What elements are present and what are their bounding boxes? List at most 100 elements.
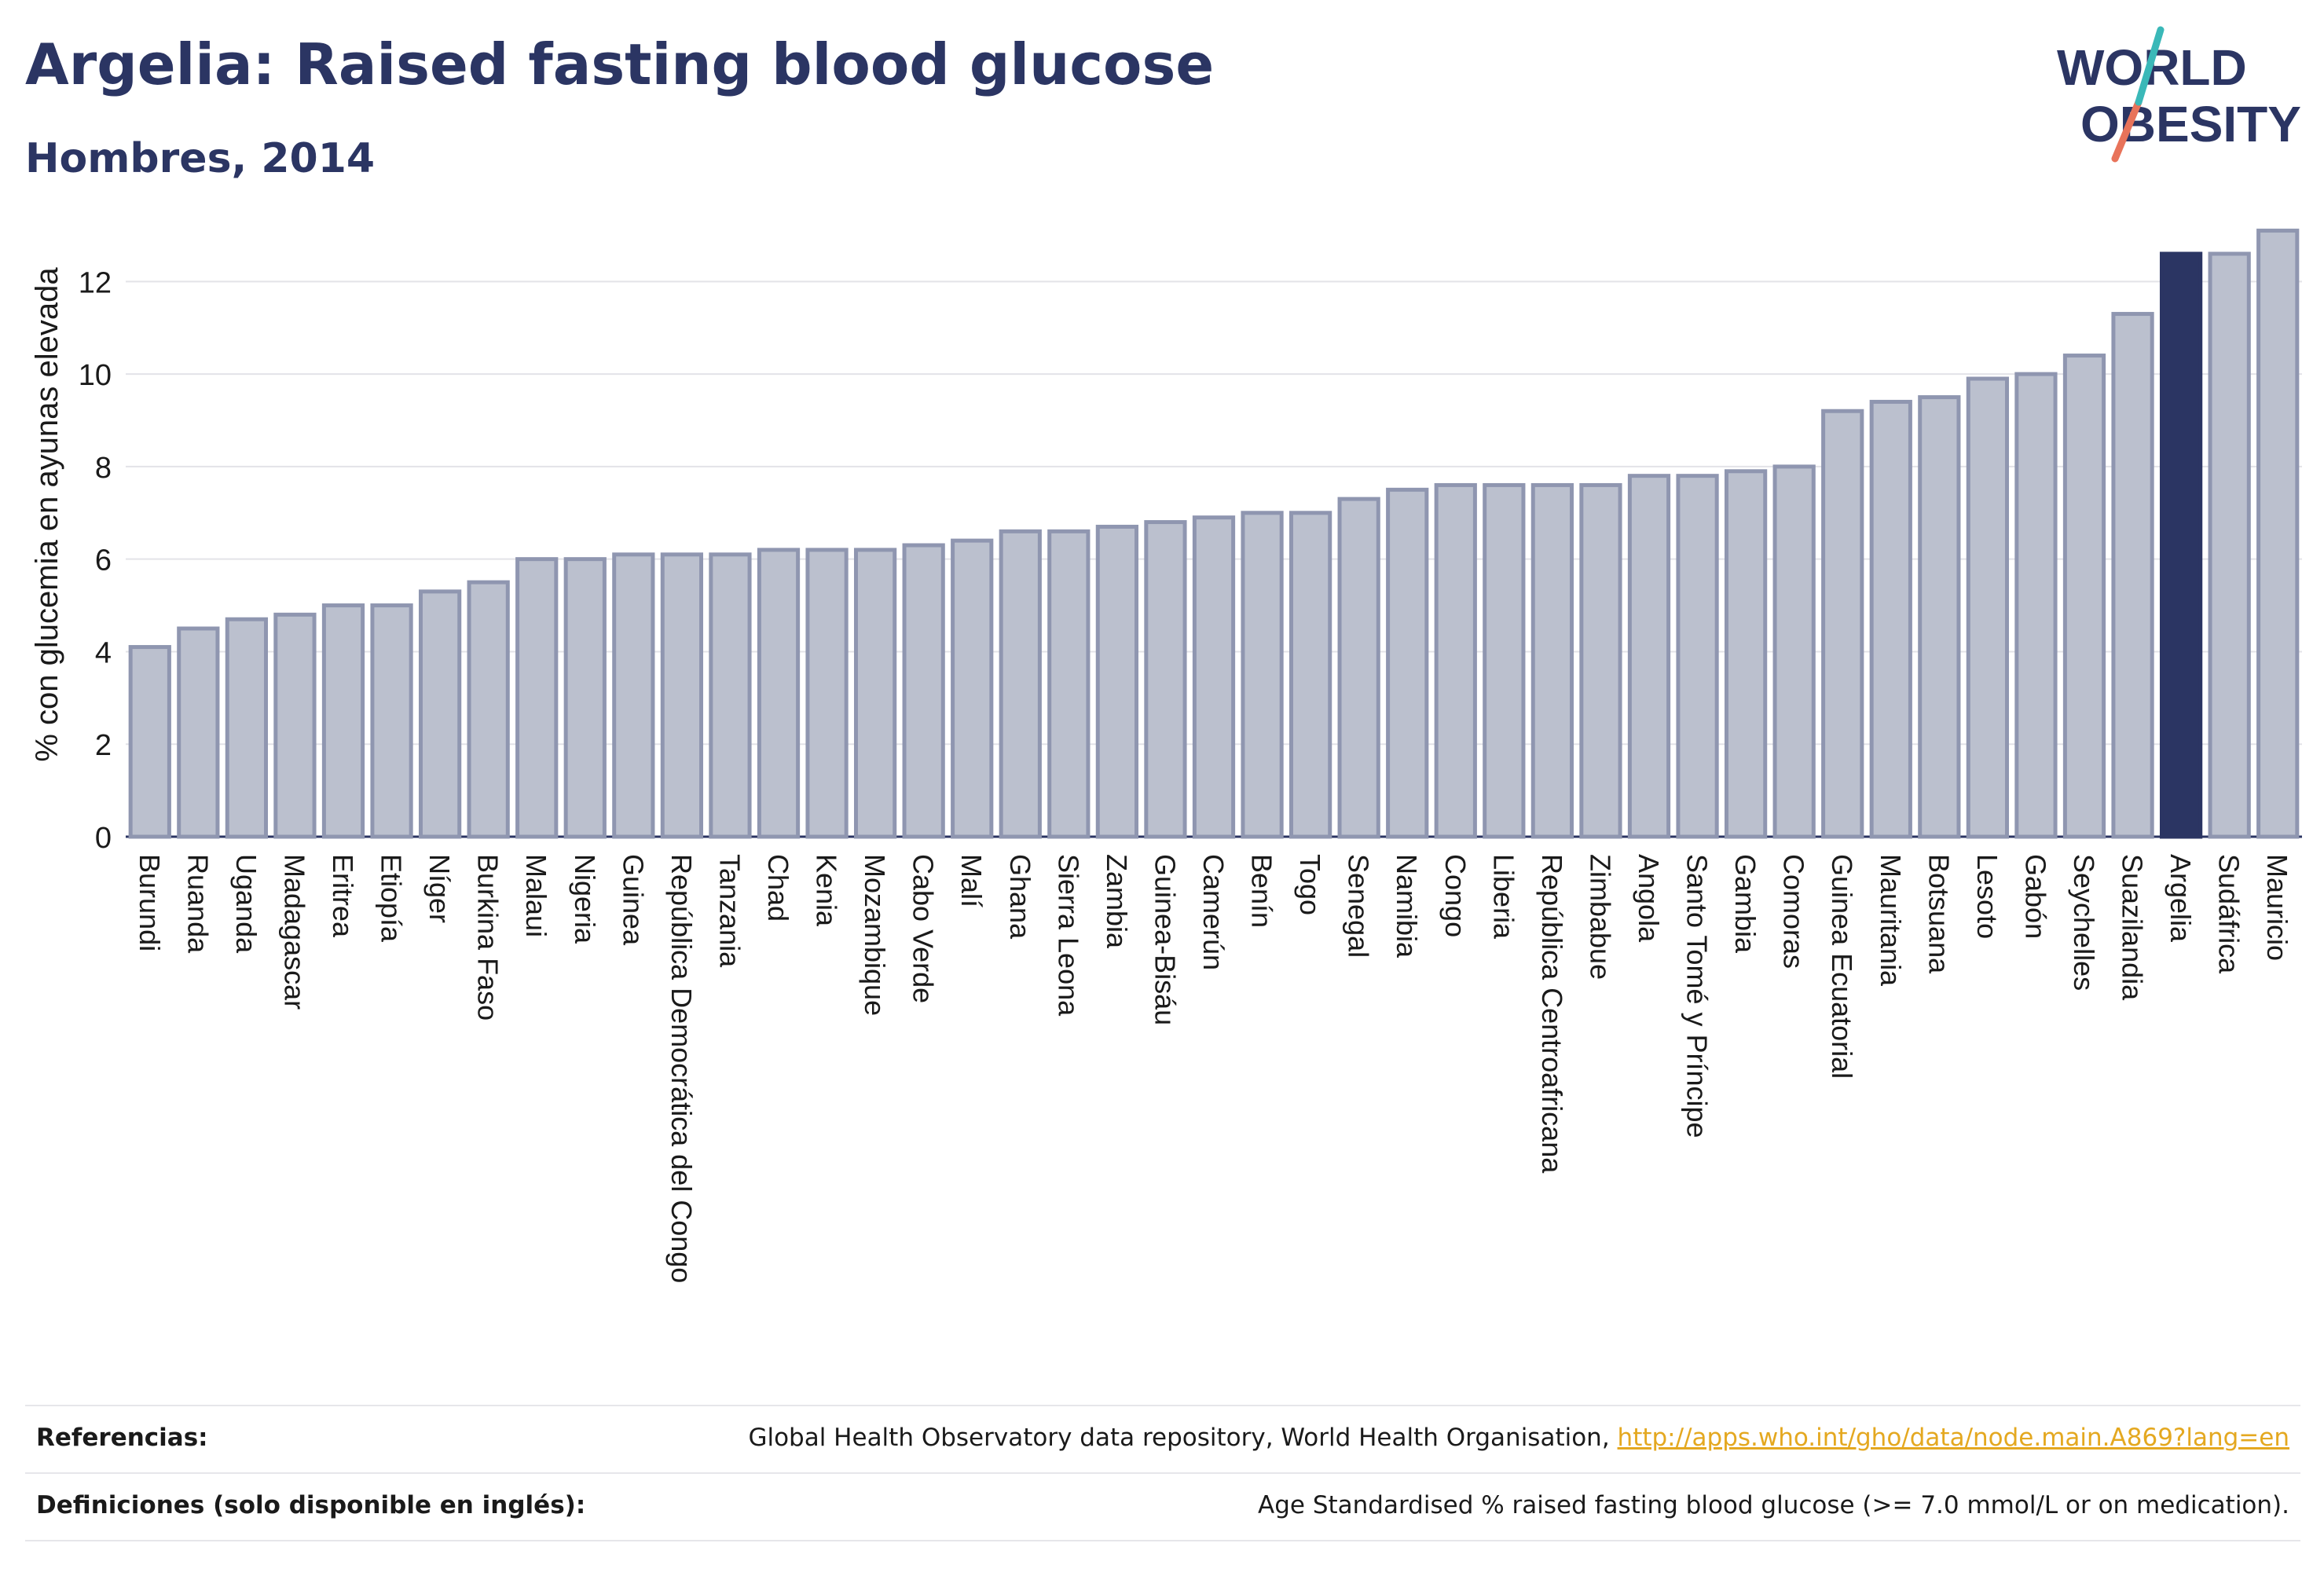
bar — [273, 612, 317, 839]
y-tick-label: 4 — [95, 636, 112, 669]
bar — [1434, 482, 1477, 839]
bar — [2208, 251, 2251, 839]
chart-subtitle: Hombres, 2014 — [25, 135, 376, 182]
x-tick-label: Burundi — [134, 854, 166, 951]
bar — [757, 548, 801, 839]
y-tick-label: 8 — [95, 452, 112, 485]
bar — [2062, 354, 2106, 839]
y-tick-label: 2 — [95, 729, 112, 762]
bar — [1192, 515, 1236, 839]
x-tick-label: Malí — [955, 854, 988, 907]
svg-text:OBESITY: OBESITY — [2080, 96, 2301, 152]
x-tick-label: Togo — [1294, 854, 1326, 915]
x-tick-label: Suazilandia — [2117, 854, 2149, 1001]
x-tick-label: Eritrea — [327, 854, 359, 938]
bar — [1386, 487, 1429, 839]
x-tick-label: Congo — [1439, 854, 1472, 937]
x-tick-label: Lesoto — [1971, 854, 2003, 939]
bar — [467, 580, 510, 839]
x-tick-label: Guinea — [617, 854, 649, 946]
x-tick-label: Santo Tomé y Príncipe — [1681, 854, 1714, 1138]
world-obesity-logo: WORLD OBESITY — [2057, 26, 2301, 163]
y-tick-label: 10 — [79, 359, 112, 392]
x-tick-label: Madagascar — [278, 854, 310, 1010]
chart-title: Argelia: Raised fasting blood glucose — [25, 31, 1215, 97]
bar — [2014, 372, 2058, 839]
bar — [515, 557, 559, 839]
bar — [1144, 520, 1187, 839]
bar — [1579, 482, 1622, 839]
bar — [1918, 395, 1961, 839]
y-tick-label: 12 — [79, 266, 112, 299]
x-tick-label: Gabón — [2019, 854, 2051, 939]
x-tick-label: Benín — [1246, 854, 1278, 928]
definitions-label: Definiciones (solo disponible en inglés)… — [36, 1491, 586, 1519]
bar — [1724, 469, 1768, 839]
bar — [1627, 474, 1671, 839]
bar — [660, 552, 704, 839]
bar — [418, 589, 462, 839]
y-tick-label: 6 — [95, 544, 112, 577]
bar — [128, 645, 171, 839]
bar — [1530, 482, 1574, 839]
bar — [1483, 482, 1526, 839]
definitions-row: Definiciones (solo disponible en inglés)… — [25, 1472, 2300, 1541]
bar — [2256, 229, 2300, 839]
x-tick-label: Guinea-Bisáu — [1149, 854, 1181, 1025]
y-axis-label: % con glucemia en ayunas elevada — [30, 267, 64, 762]
x-tick-label: Sudáfrica — [2213, 854, 2245, 974]
bar — [370, 603, 413, 839]
x-tick-label: Mauritania — [1875, 854, 1907, 987]
x-tick-label: Cabo Verde — [907, 854, 940, 1003]
references-row: Referencias: Global Health Observatory d… — [25, 1405, 2300, 1472]
x-tick-label: Liberia — [1487, 854, 1519, 940]
bar — [709, 552, 752, 839]
bar — [1869, 399, 1912, 839]
x-tick-label: Etiopía — [376, 854, 408, 943]
definitions-value: Age Standardised % raised fasting blood … — [1258, 1491, 2289, 1519]
x-tick-label: Guinea Ecuatorial — [1826, 854, 1858, 1079]
x-tick-label: Zimbabue — [1584, 854, 1616, 980]
bar — [853, 548, 897, 839]
x-tick-label: Ghana — [1004, 854, 1036, 940]
bar — [563, 557, 607, 839]
x-tick-label: Namibia — [1391, 854, 1423, 958]
bar — [1772, 464, 1816, 839]
bar — [1676, 474, 1719, 839]
x-tick-label: Nigeria — [569, 854, 601, 944]
x-tick-label: Ruanda — [181, 854, 214, 954]
x-tick-label: Chad — [762, 854, 794, 922]
x-tick-label: Níger — [423, 854, 456, 923]
bar — [1288, 511, 1332, 839]
x-tick-label: Gambia — [1729, 854, 1761, 954]
bar-chart: 0 2 4 6 8 10 12 Burundi Ruanda Uganda Madagascar E… — [30, 229, 2302, 1283]
x-tick-label: República Democrática del Congo — [665, 854, 698, 1283]
bar — [177, 626, 220, 839]
x-tick-label: República Centroafricana — [1536, 854, 1568, 1174]
bar — [321, 603, 365, 839]
x-tick-label: Camerún — [1197, 854, 1230, 970]
bar — [1337, 497, 1380, 839]
x-tick-label: Zambia — [1101, 854, 1133, 949]
bar — [805, 548, 849, 839]
x-tick-label: Mauricio — [2261, 854, 2293, 961]
x-tick-label: Senegal — [1343, 854, 1375, 958]
x-tick-label: Burkina Faso — [472, 854, 504, 1021]
x-tick-label: Argelia — [2165, 854, 2197, 943]
x-tick-label: Sierra Leona — [1052, 854, 1084, 1017]
bar — [999, 529, 1042, 839]
footer: Referencias: Global Health Observatory d… — [25, 1405, 2300, 1541]
bar — [1821, 409, 1864, 839]
bar — [2111, 312, 2154, 839]
x-axis-ticks: Burundi Ruanda Uganda Madagascar Eritrea Etio… — [134, 854, 2293, 1283]
x-tick-label: Tanzania — [713, 854, 746, 968]
bars — [128, 229, 2300, 839]
references-label: Referencias: — [36, 1424, 208, 1452]
bar — [1241, 511, 1284, 839]
x-tick-label: Malaui — [520, 854, 552, 937]
x-tick-label: Botsuana — [1923, 854, 1955, 974]
x-tick-label: Seychelles — [2068, 854, 2100, 991]
x-tick-label: Comoras — [1778, 854, 1810, 969]
x-tick-label: Mozambique — [859, 854, 891, 1016]
references-link[interactable]: http://apps.who.int/gho/data/node.main.A… — [1617, 1424, 2289, 1452]
